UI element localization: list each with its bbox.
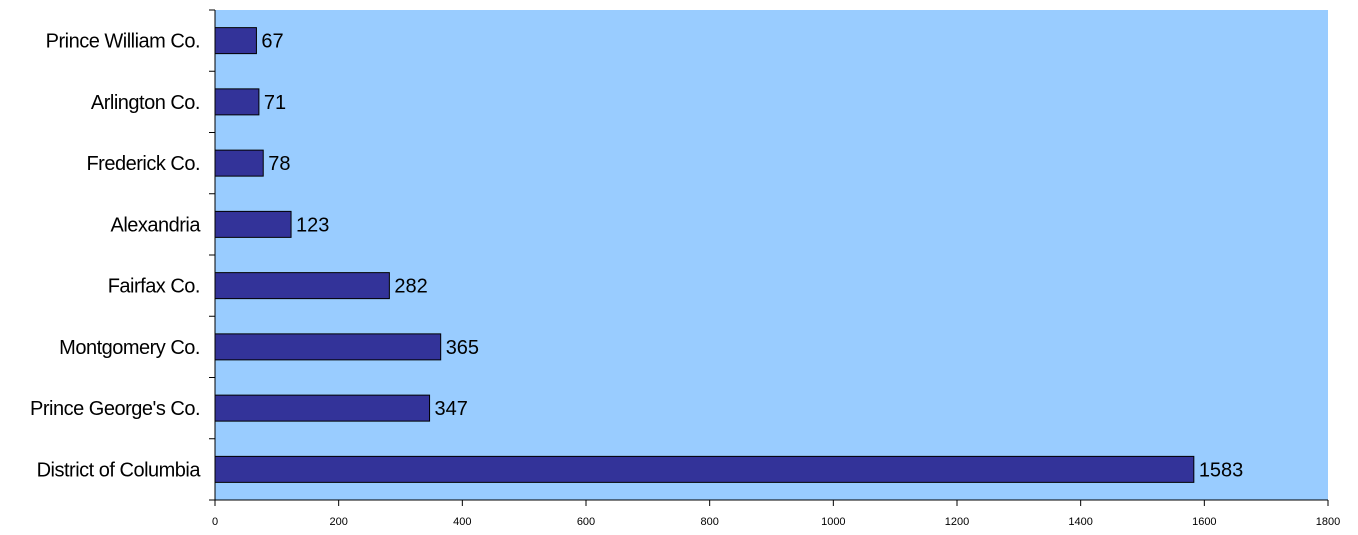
data-label: 1583 bbox=[1199, 459, 1244, 481]
x-tick-label: 1600 bbox=[1192, 516, 1216, 528]
category-label: Prince George's Co. bbox=[30, 398, 200, 420]
category-label: Arlington Co. bbox=[91, 92, 200, 114]
category-label: Frederick Co. bbox=[86, 153, 200, 175]
data-label: 347 bbox=[435, 398, 468, 420]
bar bbox=[214, 455, 1195, 483]
x-tick-label: 1000 bbox=[821, 516, 845, 528]
bar bbox=[214, 210, 292, 238]
data-label: 123 bbox=[296, 214, 329, 236]
x-tick-label: 1800 bbox=[1316, 516, 1340, 528]
category-label: Fairfax Co. bbox=[108, 276, 200, 298]
plot-area bbox=[215, 10, 1328, 500]
x-tick-label: 0 bbox=[212, 516, 218, 528]
x-tick-label: 600 bbox=[577, 516, 595, 528]
data-label: 78 bbox=[268, 153, 290, 175]
x-axis-ticks: 0 200 400 600 800 1000 1200 1400 1600 1800 bbox=[209, 9, 1340, 528]
category-label: Prince William Co. bbox=[46, 31, 200, 53]
category-label: District of Columbia bbox=[37, 459, 202, 481]
x-tick-label: 1200 bbox=[945, 516, 969, 528]
data-label: 71 bbox=[264, 92, 286, 114]
category-labels: District of Columbia Prince George's Co. M… bbox=[30, 31, 202, 482]
bar bbox=[214, 394, 431, 422]
x-tick-label: 400 bbox=[453, 516, 471, 528]
x-tick-label: 800 bbox=[700, 516, 718, 528]
data-labels: 1583 347 365 282 123 78 71 67 bbox=[261, 31, 1243, 482]
bar bbox=[214, 88, 260, 116]
data-label: 282 bbox=[394, 276, 427, 298]
bar bbox=[214, 27, 257, 55]
x-tick-label: 1400 bbox=[1068, 516, 1092, 528]
category-label: Alexandria bbox=[110, 214, 201, 236]
bar bbox=[214, 272, 390, 300]
data-label: 365 bbox=[446, 337, 479, 359]
bars bbox=[214, 27, 1195, 483]
x-tick-label: 200 bbox=[329, 516, 347, 528]
data-label: 67 bbox=[261, 31, 283, 53]
bar bbox=[214, 333, 442, 361]
bar bbox=[214, 149, 264, 177]
category-label: Montgomery Co. bbox=[59, 337, 200, 359]
